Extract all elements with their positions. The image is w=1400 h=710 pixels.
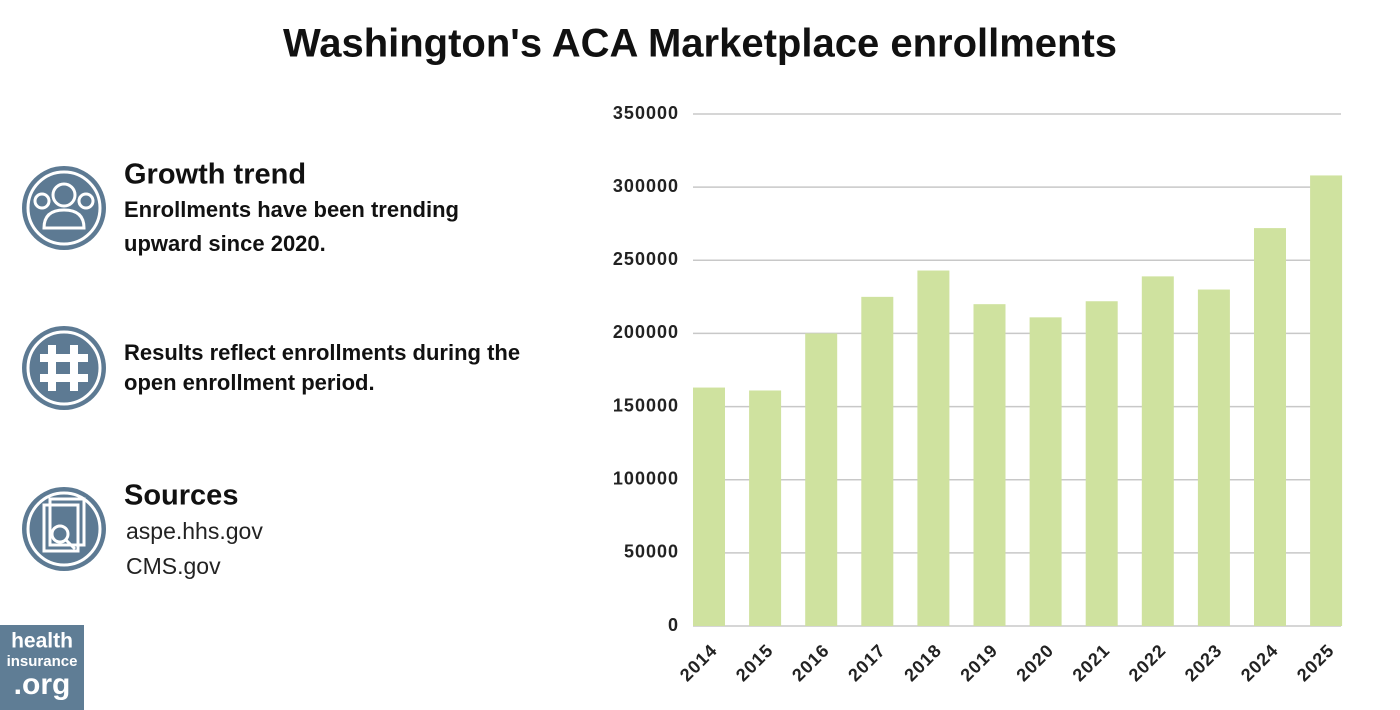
bar [805, 333, 838, 626]
y-tick-label: 50000 [624, 542, 679, 562]
icon-hash [22, 326, 106, 410]
x-tick-label: 2018 [900, 640, 945, 685]
bar [861, 296, 894, 626]
y-tick-label: 250000 [613, 249, 679, 269]
bar [1029, 317, 1062, 626]
x-tick-label: 2016 [788, 640, 833, 685]
icon-art [26, 170, 102, 567]
logo-text: health [11, 630, 73, 653]
bar [693, 387, 725, 626]
y-tick-label: 350000 [613, 103, 679, 123]
sidebar-heading: Sources [124, 480, 238, 512]
logo-text: .org [14, 668, 71, 701]
sidebar-text: Enrollments have been trending [124, 197, 459, 222]
logo-text: insurance [7, 653, 78, 670]
x-tick-label: 2017 [844, 640, 889, 685]
chart-title: Washington's ACA Marketplace enrollments [283, 22, 1117, 66]
bar [1085, 301, 1118, 626]
bar [973, 304, 1006, 626]
x-tick-label: 2022 [1125, 640, 1170, 685]
bar [1197, 289, 1230, 626]
y-tick-label: 100000 [613, 468, 679, 488]
bar [917, 270, 950, 626]
x-tick-label: 2020 [1012, 640, 1057, 685]
x-tick-label: 2021 [1069, 640, 1114, 685]
y-tick-label: 0 [668, 615, 679, 635]
sidebar-text: Results reflect enrollments during the [124, 340, 520, 365]
y-tick-label: 150000 [613, 395, 679, 415]
bar [1254, 228, 1286, 627]
logo-box [0, 625, 84, 710]
x-tick-label: 2024 [1237, 640, 1282, 685]
x-tick-label: 2014 [676, 640, 721, 685]
x-tick-label: 2019 [956, 640, 1001, 685]
x-tick-label: 2015 [732, 640, 777, 685]
x-tick-label: 2023 [1181, 640, 1226, 685]
source-link: CMS.gov [126, 553, 221, 579]
sidebar-text: upward since 2020. [124, 231, 326, 256]
bar [1141, 276, 1174, 626]
bar [749, 390, 782, 626]
icon-people [22, 166, 106, 250]
sidebar-text: open enrollment period. [124, 370, 375, 395]
y-tick-label: 200000 [613, 322, 679, 342]
x-tick-label: 2025 [1293, 640, 1338, 685]
bar [1310, 175, 1343, 626]
sidebar-heading: Growth trend [124, 159, 306, 191]
source-link: aspe.hhs.gov [126, 518, 263, 544]
y-tick-label: 300000 [613, 176, 679, 196]
